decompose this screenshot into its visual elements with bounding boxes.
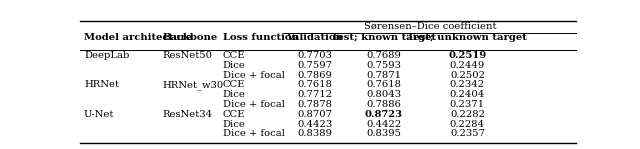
Text: 0.7712: 0.7712 [297, 90, 332, 99]
Text: 0.2282: 0.2282 [450, 110, 485, 119]
Text: Dice: Dice [223, 119, 246, 128]
Text: ResNet34: ResNet34 [163, 110, 212, 119]
Text: Sørensen–Dice coefficient: Sørensen–Dice coefficient [364, 21, 497, 30]
Text: Backbone: Backbone [163, 33, 218, 42]
Text: 0.8043: 0.8043 [367, 90, 402, 99]
Text: 0.7618: 0.7618 [367, 80, 401, 90]
Text: 0.7689: 0.7689 [367, 51, 401, 60]
Text: 0.8395: 0.8395 [367, 129, 401, 138]
Text: 0.2357: 0.2357 [450, 129, 485, 138]
Text: 0.2342: 0.2342 [450, 80, 485, 90]
Text: Model architecture: Model architecture [84, 33, 192, 42]
Text: Validation: Validation [286, 33, 343, 42]
Text: 0.8707: 0.8707 [297, 110, 332, 119]
Text: HRNet_w30: HRNet_w30 [163, 80, 223, 90]
Text: 0.8723: 0.8723 [365, 110, 403, 119]
Text: Dice: Dice [223, 61, 246, 70]
Text: 0.8389: 0.8389 [297, 129, 332, 138]
Text: 0.7878: 0.7878 [297, 100, 332, 109]
Text: DeepLab: DeepLab [84, 51, 129, 60]
Text: 0.2371: 0.2371 [450, 100, 485, 109]
Text: Dice: Dice [223, 90, 246, 99]
Text: Loss function: Loss function [223, 33, 299, 42]
Text: HRNet: HRNet [84, 80, 119, 90]
Text: 0.7703: 0.7703 [297, 51, 332, 60]
Text: Dice + focal: Dice + focal [223, 71, 285, 80]
Text: 0.7593: 0.7593 [367, 61, 401, 70]
Text: 0.2284: 0.2284 [450, 119, 485, 128]
Text: CCE: CCE [223, 110, 245, 119]
Text: ResNet50: ResNet50 [163, 51, 212, 60]
Text: 0.7869: 0.7869 [297, 71, 332, 80]
Text: 0.4423: 0.4423 [297, 119, 332, 128]
Text: U-Net: U-Net [84, 110, 115, 119]
Text: 0.2449: 0.2449 [450, 61, 485, 70]
Text: Test; known target: Test; known target [332, 33, 436, 42]
Text: 0.4422: 0.4422 [367, 119, 402, 128]
Text: 0.2502: 0.2502 [450, 71, 485, 80]
Text: 0.7597: 0.7597 [297, 61, 332, 70]
Text: 0.2519: 0.2519 [448, 51, 486, 60]
Text: Dice + focal: Dice + focal [223, 129, 285, 138]
Text: CCE: CCE [223, 51, 245, 60]
Text: 0.7886: 0.7886 [367, 100, 401, 109]
Text: CCE: CCE [223, 80, 245, 90]
Text: 0.2404: 0.2404 [450, 90, 485, 99]
Text: 0.7618: 0.7618 [297, 80, 332, 90]
Text: 0.7871: 0.7871 [367, 71, 402, 80]
Text: Dice + focal: Dice + focal [223, 100, 285, 109]
Text: Test; unknown target: Test; unknown target [408, 33, 527, 42]
